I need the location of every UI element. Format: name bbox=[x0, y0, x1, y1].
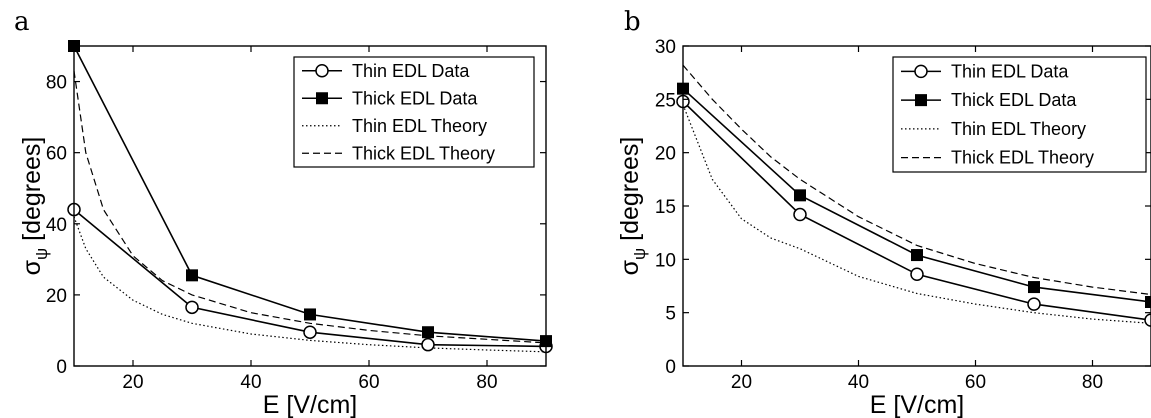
y-axis-label: σψ [degrees] bbox=[18, 137, 51, 276]
data-point-square bbox=[1028, 281, 1040, 294]
legend-entry-label: Thin EDL Theory bbox=[352, 116, 487, 136]
legend-entry-label: Thick EDL Data bbox=[352, 88, 478, 108]
y-tick-label: 60 bbox=[46, 144, 67, 165]
data-point-circle bbox=[793, 207, 807, 222]
panel-letter: b bbox=[624, 7, 641, 37]
data-point-circle bbox=[185, 300, 199, 315]
legend-entry-label: Thin EDL Data bbox=[352, 61, 470, 81]
x-tick-label: 20 bbox=[731, 372, 752, 393]
chart-panel-a: a 20 40 60 80 0 20 40 60 80 E [V/cm] σψ [degrees] Th… bbox=[14, 7, 553, 418]
legend-entry-label: Thick EDL Theory bbox=[951, 148, 1094, 168]
x-tick-label: 80 bbox=[1082, 372, 1103, 393]
legend-entry-label: Thick EDL Data bbox=[951, 90, 1077, 110]
legend-box bbox=[293, 56, 535, 168]
x-tick-label: 40 bbox=[240, 372, 261, 393]
y-tick-label: 10 bbox=[655, 250, 676, 271]
y-tick-label: 20 bbox=[655, 144, 676, 165]
y-tick-label: 0 bbox=[56, 357, 67, 378]
legend-entry-label: Thin EDL Data bbox=[951, 61, 1069, 81]
data-point-square bbox=[911, 249, 923, 262]
data-point-circle bbox=[1027, 297, 1041, 311]
y-tick-label: 15 bbox=[655, 197, 676, 218]
data-point-square bbox=[794, 189, 806, 202]
x-tick-label: 40 bbox=[848, 372, 869, 393]
data-point-square bbox=[422, 326, 434, 339]
series-line bbox=[682, 104, 1151, 324]
x-tick-label: 60 bbox=[358, 372, 379, 393]
legend-swatch-circle bbox=[315, 64, 329, 78]
legend-swatch-square bbox=[915, 94, 927, 107]
legend: Thin EDL Data Thick EDL Data Thin EDL Theo… bbox=[293, 56, 535, 168]
data-point-square bbox=[304, 308, 316, 321]
data-point-square bbox=[1145, 296, 1151, 308]
chart-panel-b: b 20 40 60 80 0 5 10 15 20 25 30 E [V/cm] σψ [degrees… bbox=[616, 7, 1151, 418]
x-tick-label: 60 bbox=[965, 372, 986, 393]
legend-swatch-circle bbox=[914, 64, 928, 79]
data-point-circle bbox=[910, 267, 924, 282]
y-tick-label: 25 bbox=[655, 90, 676, 111]
y-tick-label: 0 bbox=[665, 357, 676, 378]
y-tick-label: 80 bbox=[46, 73, 67, 94]
series-lines bbox=[676, 64, 1151, 327]
series-line bbox=[682, 64, 1151, 296]
y-tick-label: 30 bbox=[655, 37, 676, 58]
y-tick-label: 20 bbox=[46, 286, 67, 307]
data-point-circle bbox=[1144, 313, 1151, 327]
x-tick-label: 80 bbox=[476, 372, 497, 393]
panel-letter: a bbox=[14, 7, 30, 37]
series-line bbox=[73, 70, 547, 344]
legend-entry-label: Thin EDL Theory bbox=[951, 119, 1086, 139]
legend-entry-label: Thick EDL Theory bbox=[352, 143, 495, 163]
legend: Thin EDL Data Thick EDL Data Thin EDL Theo… bbox=[892, 56, 1147, 173]
y-tick-label: 40 bbox=[46, 215, 67, 236]
data-point-circle bbox=[421, 337, 435, 352]
x-tick-label: 20 bbox=[122, 372, 143, 393]
data-point-circle bbox=[303, 325, 317, 339]
y-axis-label: σψ [degrees] bbox=[616, 137, 649, 276]
x-axis-label: E [V/cm] bbox=[263, 391, 357, 418]
series-lines bbox=[67, 40, 553, 354]
y-tick-label: 5 bbox=[665, 304, 676, 325]
legend-swatch-square bbox=[316, 92, 328, 105]
plot-frame bbox=[73, 45, 547, 367]
data-point-square bbox=[186, 269, 198, 282]
x-axis-label: E [V/cm] bbox=[870, 391, 964, 418]
legend-box bbox=[892, 56, 1147, 173]
